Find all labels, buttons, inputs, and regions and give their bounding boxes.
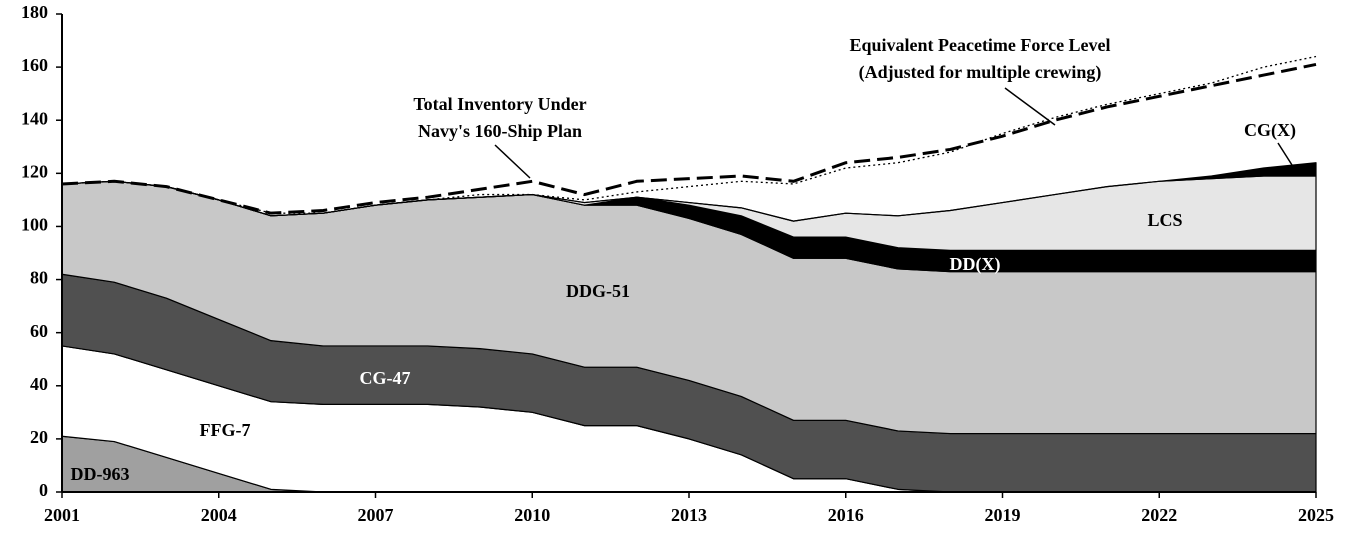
y-tick-label: 120	[21, 161, 48, 181]
x-tick-label: 2013	[671, 505, 707, 525]
leader-line	[1004, 87, 1056, 126]
x-tick-label: 2007	[358, 505, 394, 525]
y-tick-label: 80	[30, 268, 48, 288]
x-tick-label: 2025	[1298, 505, 1334, 525]
series-label: CG(X)	[1244, 120, 1296, 141]
y-tick-label: 160	[21, 55, 48, 75]
leader-line	[494, 144, 531, 179]
x-tick-label: 2010	[514, 505, 550, 525]
series-label: DD(X)	[950, 254, 1001, 275]
area	[61, 162, 1317, 222]
y-tick-label: 180	[21, 2, 48, 22]
series-label: LCS	[1147, 210, 1182, 230]
y-tick-label: 0	[39, 480, 48, 500]
series-label: CG-47	[360, 368, 411, 388]
annotation: Navy's 160-Ship Plan	[418, 121, 582, 141]
x-tick-label: 2016	[828, 505, 864, 525]
series-label: DDG-51	[566, 281, 630, 301]
y-tick-label: 140	[21, 108, 48, 128]
annotation: Total Inventory Under	[413, 94, 586, 114]
x-tick-label: 2004	[201, 505, 237, 525]
line	[61, 62, 1317, 215]
leader-line	[1277, 142, 1293, 166]
x-tick-label: 2022	[1141, 505, 1177, 525]
series-label: FFG-7	[200, 420, 251, 440]
y-tick-label: 40	[30, 374, 48, 394]
x-tick-label: 2001	[44, 505, 80, 525]
x-tick-label: 2019	[985, 505, 1021, 525]
y-tick-label: 60	[30, 321, 48, 341]
annotation: Equivalent Peacetime Force Level	[849, 35, 1110, 55]
series-label: DD-963	[71, 464, 130, 484]
annotation: (Adjusted for multiple crewing)	[859, 62, 1102, 83]
y-tick-label: 20	[30, 427, 48, 447]
y-tick-label: 100	[21, 215, 48, 235]
